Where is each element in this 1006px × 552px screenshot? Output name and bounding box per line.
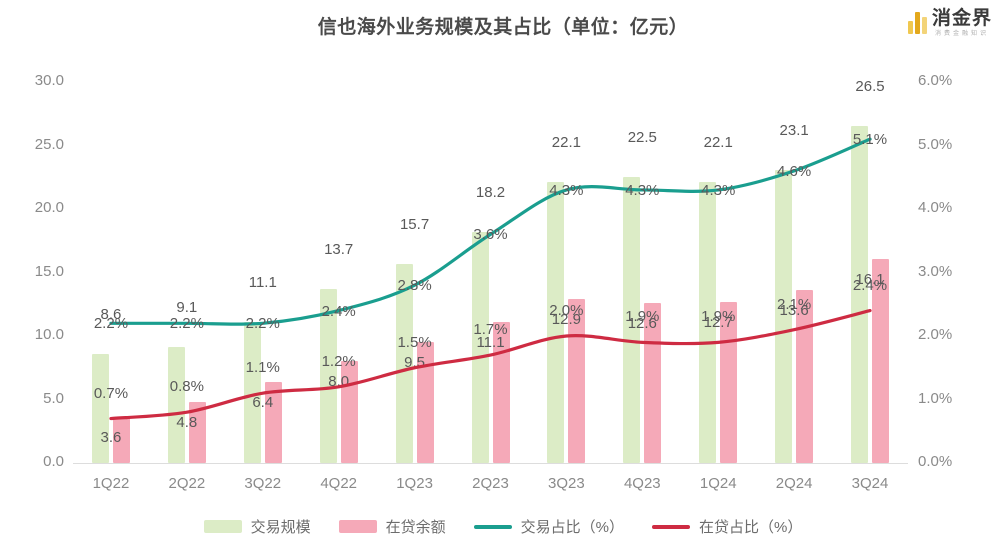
x-axis-tick-1Q24: 1Q24 (699, 475, 737, 492)
legend-label: 交易规模 (250, 519, 311, 536)
y-axis-left-tick: 15.0 (34, 262, 64, 280)
label-loan-balance: 3.6 (100, 429, 122, 447)
brand-text: 消金界 消费金融知识 (932, 8, 992, 39)
label-loan-share: 2.0% (549, 302, 584, 319)
brand-tagline: 消费金融知识 (934, 31, 989, 37)
x-axis-tick-4Q22: 4Q22 (320, 475, 358, 492)
legend-label: 在贷余额 (385, 519, 446, 536)
label-loan-share: 0.7% (93, 384, 129, 402)
label-trade-volume: 9.1 (176, 299, 198, 317)
chart-legend: 交易规模 在贷余额 交易占比（%） 在贷占比（%） (0, 516, 1006, 537)
y-axis-left-tick: 5.0 (43, 389, 64, 407)
x-axis-tick-4Q23: 4Q23 (623, 475, 661, 492)
label-trade-share: 4.3% (549, 181, 584, 199)
brand-name: 消金界 (931, 8, 992, 29)
x-axis-tick-3Q22: 3Q22 (244, 475, 282, 492)
bar-trade-volume (243, 322, 261, 463)
legend-line-icon (473, 524, 512, 529)
brand-logo: 消金界 消费金融知识 (907, 8, 992, 39)
label-loan-balance: 4.8 (176, 414, 198, 432)
label-trade-volume: 26.5 (855, 78, 885, 96)
label-trade-volume: 13.7 (324, 241, 354, 258)
label-loan-share: 0.8% (169, 378, 204, 396)
legend-label: 在贷占比（%） (699, 519, 803, 536)
label-trade-share: 2.2% (169, 315, 204, 333)
label-loan-share: 1.9% (701, 308, 736, 326)
legend-swatch-icon (203, 520, 242, 533)
label-loan-share: 1.9% (625, 308, 660, 326)
y-axis-right-tick: 3.0% (918, 262, 953, 280)
x-axis-tick-2Q23: 2Q23 (472, 475, 509, 492)
label-trade-volume: 23.1 (779, 121, 809, 139)
label-loan-share: 1.1% (245, 359, 280, 377)
y-axis-right-tick: 5.0% (918, 135, 953, 153)
legend-label: 交易占比（%） (520, 519, 625, 536)
bar-trade-volume (851, 126, 869, 463)
label-loan-share: 1.7% (473, 321, 508, 339)
bars-logo-icon (907, 10, 927, 34)
bar-loan-balance (872, 258, 890, 463)
legend-line-icon (652, 524, 691, 529)
bar-trade-volume (91, 353, 109, 463)
label-loan-share: 2.4% (852, 276, 888, 294)
legend-item-3[interactable]: 交易占比（%） (473, 516, 625, 537)
legend-item-2[interactable]: 在贷余额 (338, 516, 446, 537)
bar-trade-volume (167, 347, 185, 463)
x-axis-tick-3Q23: 3Q23 (548, 475, 585, 492)
y-axis-left-tick: 25.0 (34, 135, 64, 153)
label-trade-share: 5.1% (852, 131, 888, 149)
x-axis-tick-2Q24: 2Q24 (775, 475, 813, 492)
x-axis-tick-3Q24: 3Q24 (851, 475, 889, 492)
x-axis-tick-2Q22: 2Q22 (168, 475, 206, 492)
label-trade-share: 2.8% (397, 277, 432, 295)
label-trade-share: 2.2% (93, 315, 129, 333)
label-loan-share: 1.2% (321, 352, 356, 370)
x-axis-tick-1Q22: 1Q22 (92, 475, 130, 492)
y-axis-right-tick: 6.0% (918, 72, 953, 89)
label-trade-share: 2.4% (321, 302, 356, 320)
x-axis-tick-1Q23: 1Q23 (396, 475, 433, 492)
label-trade-share: 4.3% (701, 181, 736, 199)
y-axis-left-tick: 10.0 (34, 326, 64, 343)
y-axis-right-tick: 0.0% (918, 453, 953, 470)
y-axis-left-tick: 30.0 (34, 72, 64, 89)
y-axis-left-tick: 0.0 (43, 453, 64, 470)
bar-loan-balance (112, 417, 130, 463)
legend-item-4[interactable]: 在贷占比（%） (652, 516, 802, 537)
label-trade-share: 4.6% (777, 162, 812, 180)
label-loan-share: 1.5% (397, 333, 432, 351)
y-axis-left-tick: 20.0 (34, 199, 64, 216)
y-axis-right-tick: 1.0% (918, 389, 953, 407)
label-trade-volume: 11.1 (248, 274, 277, 292)
page-title: 信也海外业务规模及其占比（单位：亿元） (317, 17, 689, 38)
bar-loan-balance (188, 402, 206, 463)
legend-swatch-icon (338, 520, 377, 533)
label-loan-balance: 6.4 (252, 393, 274, 411)
y-axis-right-tick: 4.0% (918, 199, 953, 216)
label-trade-share: 4.3% (625, 181, 660, 199)
label-trade-share: 2.2% (245, 315, 280, 333)
label-trade-share: 3.6% (473, 226, 508, 244)
y-axis-right-tick: 2.0% (918, 326, 953, 343)
label-loan-share: 2.1% (777, 295, 812, 313)
legend-item-1[interactable]: 交易规模 (203, 516, 311, 537)
x-axis-baseline (73, 463, 908, 464)
